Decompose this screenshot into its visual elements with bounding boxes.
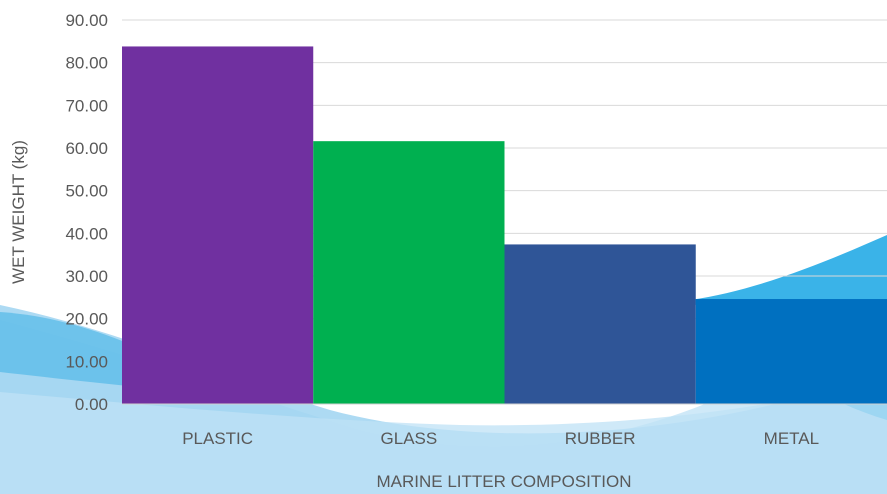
x-axis-title: MARINE LITTER COMPOSITION	[376, 472, 631, 491]
x-tick-label: PLASTIC	[182, 429, 253, 448]
bar-plastic	[122, 46, 314, 404]
bar-glass	[313, 141, 505, 404]
wave-light-swoosh	[0, 380, 887, 494]
y-tick-label: 70.00	[65, 96, 108, 115]
x-tick-label: RUBBER	[565, 429, 636, 448]
y-tick-label: 10.00	[65, 352, 108, 371]
y-tick-label: 90.00	[65, 11, 108, 30]
y-tick-label: 30.00	[65, 267, 108, 286]
y-tick-label: 20.00	[65, 310, 108, 329]
y-axis-ticks: 0.00 10.00 20.00 30.00 40.00 50.00 60.00 70.00 8…	[65, 11, 108, 414]
x-tick-label: GLASS	[381, 429, 438, 448]
y-tick-label: 40.00	[65, 224, 108, 243]
x-axis-ticks: PLASTIC GLASS RUBBER METAL	[182, 429, 819, 448]
y-tick-label: 50.00	[65, 182, 108, 201]
bar-rubber	[504, 244, 696, 404]
x-tick-label: METAL	[764, 429, 819, 448]
y-axis-title: WET WEIGHT (kg)	[9, 140, 28, 284]
bar-metal	[695, 299, 887, 404]
y-tick-label: 0.00	[75, 395, 108, 414]
y-tick-label: 80.00	[65, 54, 108, 73]
y-tick-label: 60.00	[65, 139, 108, 158]
bars	[122, 46, 887, 404]
